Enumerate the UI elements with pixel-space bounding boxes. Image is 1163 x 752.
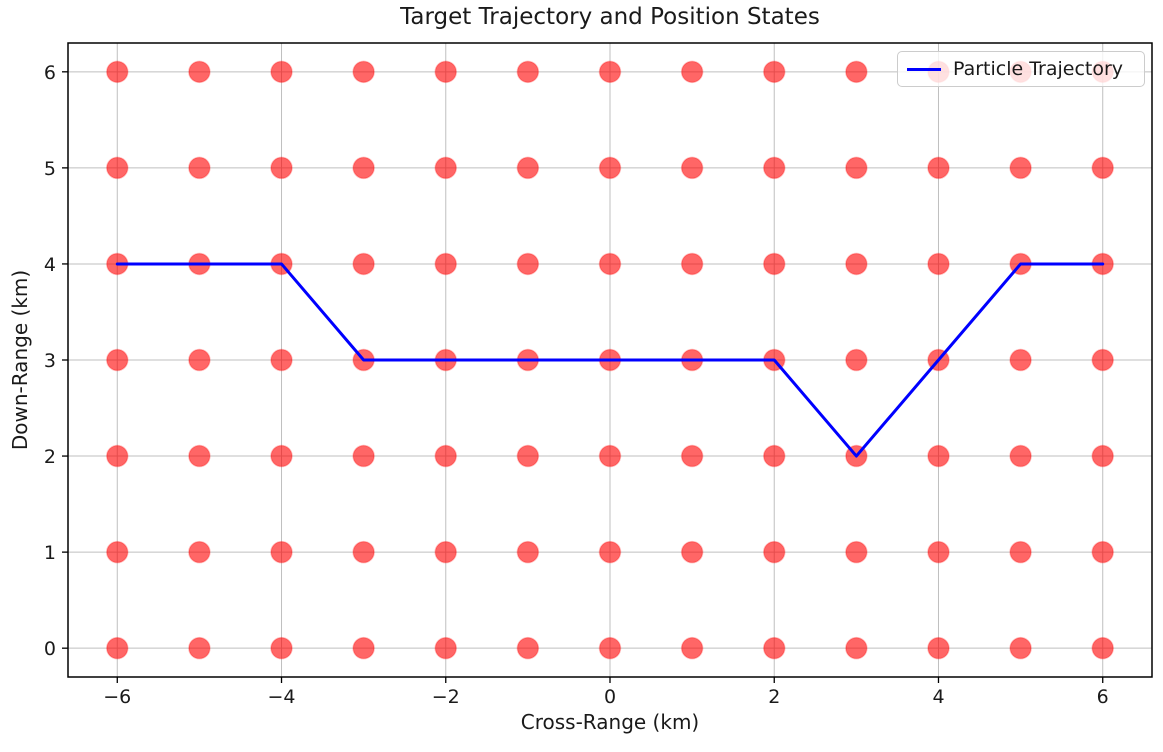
position-state-dot bbox=[927, 156, 950, 180]
position-state-dot bbox=[352, 252, 375, 276]
position-state-dot bbox=[352, 60, 375, 84]
position-state-dot bbox=[188, 156, 211, 180]
x-tick-label: −6 bbox=[103, 686, 131, 708]
position-state-dot bbox=[845, 252, 868, 276]
particle-trajectory-line bbox=[115, 262, 1105, 458]
position-state-dot bbox=[762, 636, 786, 660]
position-state-dot bbox=[1009, 540, 1032, 564]
position-state-dot bbox=[106, 156, 129, 180]
x-tick-label: 2 bbox=[768, 686, 780, 708]
position-state-dot bbox=[352, 444, 375, 468]
position-state-dot bbox=[680, 156, 704, 180]
position-state-dot bbox=[516, 444, 540, 468]
position-state-dot bbox=[106, 636, 129, 660]
position-state-dot bbox=[845, 348, 868, 372]
position-state-dot bbox=[598, 60, 622, 84]
position-state-dot bbox=[845, 156, 868, 180]
position-state-dot bbox=[516, 252, 540, 276]
position-state-dot bbox=[680, 444, 704, 468]
position-state-dot bbox=[352, 540, 375, 564]
position-state-dot bbox=[188, 636, 211, 660]
x-tick-label: 0 bbox=[604, 686, 616, 708]
y-tick-label: 2 bbox=[44, 446, 56, 468]
position-state-dot bbox=[927, 540, 950, 564]
position-state-dot bbox=[434, 156, 458, 180]
legend-entry-label: Particle Trajectory bbox=[953, 58, 1124, 80]
position-state-dot bbox=[762, 156, 786, 180]
position-state-dot bbox=[188, 444, 211, 468]
y-tick-label: 4 bbox=[44, 254, 56, 276]
position-state-dot bbox=[188, 540, 211, 564]
position-state-dot bbox=[1091, 540, 1114, 564]
position-state-dot bbox=[516, 60, 540, 84]
position-state-dot bbox=[598, 252, 622, 276]
position-state-dot bbox=[680, 252, 704, 276]
position-state-dot bbox=[352, 636, 375, 660]
legend: Particle Trajectory bbox=[897, 51, 1145, 87]
position-state-dot bbox=[516, 636, 540, 660]
y-tick-label: 5 bbox=[44, 158, 56, 180]
position-state-dot bbox=[270, 156, 293, 180]
position-state-dot bbox=[106, 540, 129, 564]
position-state-dot bbox=[680, 540, 704, 564]
position-state-dot bbox=[188, 60, 211, 84]
position-state-dot bbox=[1009, 444, 1032, 468]
position-state-dot bbox=[270, 444, 293, 468]
position-state-dot bbox=[762, 60, 786, 84]
position-state-dot bbox=[598, 444, 622, 468]
position-state-dot bbox=[106, 348, 129, 372]
position-state-dot bbox=[598, 540, 622, 564]
position-state-dot bbox=[927, 444, 950, 468]
y-tick-label: 0 bbox=[44, 638, 56, 660]
position-state-dot bbox=[598, 156, 622, 180]
chart-title: Target Trajectory and Position States bbox=[400, 4, 820, 30]
position-state-dot bbox=[1091, 156, 1114, 180]
position-state-dot bbox=[845, 636, 868, 660]
position-state-dot bbox=[927, 252, 950, 276]
y-tick-label: 6 bbox=[44, 62, 56, 84]
position-state-dot bbox=[516, 540, 540, 564]
position-state-dot bbox=[434, 444, 458, 468]
position-state-dot bbox=[434, 636, 458, 660]
y-axis-label: Down-Range (km) bbox=[8, 269, 32, 451]
position-state-dot bbox=[1009, 636, 1032, 660]
x-tick-label: −2 bbox=[432, 686, 460, 708]
y-tick-label: 3 bbox=[44, 350, 56, 372]
position-state-dot bbox=[106, 60, 129, 84]
position-state-dot bbox=[270, 60, 293, 84]
position-state-dot bbox=[1091, 444, 1114, 468]
x-tick-label: −4 bbox=[268, 686, 296, 708]
y-tick-label: 1 bbox=[44, 542, 56, 564]
position-state-dot bbox=[762, 252, 786, 276]
position-state-dot bbox=[434, 252, 458, 276]
x-axis-label: Cross-Range (km) bbox=[520, 710, 700, 734]
position-state-dot bbox=[927, 636, 950, 660]
x-tick-label: 4 bbox=[932, 686, 944, 708]
legend-line-sample-icon bbox=[907, 67, 941, 71]
position-state-dot bbox=[434, 60, 458, 84]
position-state-dot bbox=[270, 540, 293, 564]
position-state-dot bbox=[1009, 156, 1032, 180]
position-state-dot bbox=[680, 60, 704, 84]
position-state-dot bbox=[598, 636, 622, 660]
position-state-dot bbox=[106, 444, 129, 468]
x-tick-label: 6 bbox=[1097, 686, 1109, 708]
position-state-dot bbox=[270, 348, 293, 372]
position-state-dot bbox=[762, 540, 786, 564]
position-state-dot bbox=[352, 156, 375, 180]
position-state-dot bbox=[762, 444, 786, 468]
position-state-dot bbox=[188, 348, 211, 372]
position-state-dot bbox=[680, 636, 704, 660]
position-state-dot bbox=[1091, 348, 1114, 372]
position-state-dot bbox=[1091, 636, 1114, 660]
position-state-dot bbox=[516, 156, 540, 180]
position-state-dot bbox=[1009, 348, 1032, 372]
position-state-dot bbox=[434, 540, 458, 564]
position-state-dot bbox=[845, 60, 868, 84]
position-state-dot bbox=[845, 540, 868, 564]
position-state-dot bbox=[270, 636, 293, 660]
